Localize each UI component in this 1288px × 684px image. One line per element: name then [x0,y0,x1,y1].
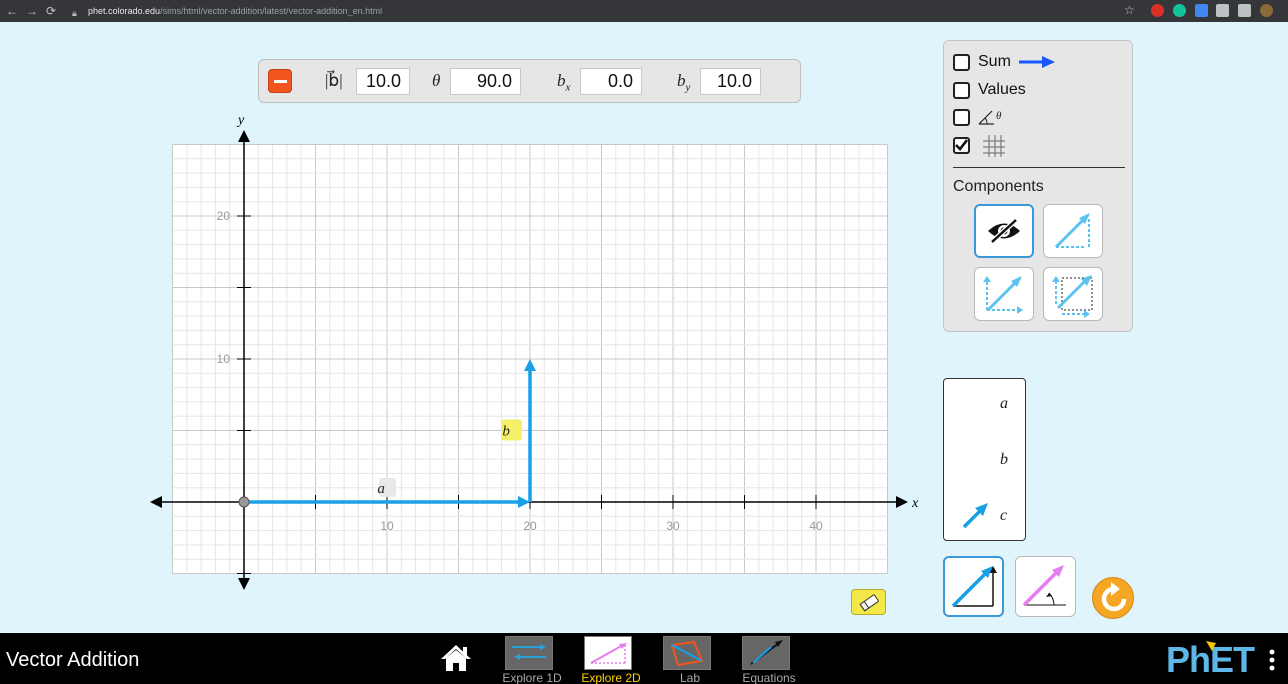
eraser-icon [859,594,879,612]
forward-icon[interactable]: → [26,4,38,18]
components-hidden-button[interactable] [974,204,1034,258]
components-triangle-button[interactable] [1043,204,1103,258]
x-tick-label: 10 [380,519,394,533]
grid-checkbox[interactable] [953,137,970,154]
home-icon [441,645,471,671]
sum-arrow-icon [1019,56,1055,68]
eraser-button[interactable] [851,589,886,615]
x-axis-label: x [911,496,919,511]
angle-icon [978,110,994,125]
back-icon[interactable]: ← [6,4,18,18]
screen-label-explore-2d: Explore 2D [581,671,641,684]
angle-label: θ [432,71,441,90]
screen-label-explore-1d: Explore 1D [502,671,562,684]
polar-vector-icon [1022,565,1066,607]
screen-lab[interactable]: Lab [655,635,725,684]
angle-field[interactable]: 90.0 [450,68,521,95]
values-label: Values [978,81,1026,98]
sum-checkbox[interactable] [953,54,970,71]
vector-b-label: b⃗ [502,424,521,440]
component-axes-icon [983,276,1023,314]
navigation-bar: Vector Addition Explore 1D Explore 2D La… [0,633,1288,684]
puzzle-extensions-icon[interactable] [1238,4,1251,17]
divider [953,167,1125,168]
magnitude-label: |b⃗| [325,71,343,90]
angles-checkbox[interactable] [953,109,970,126]
values-checkbox[interactable] [953,82,970,99]
screen-explore-2d[interactable]: Explore 2D [576,635,646,684]
url-host: phet.colorado.edu [88,6,161,16]
y-axis-label: y [236,113,245,128]
vector-toolbox: a⃗ b⃗ c⃗ [943,378,1026,541]
polar-mode-button[interactable] [1015,556,1076,617]
x-tick-label: 20 [523,519,537,533]
component-projection-icon [1052,275,1093,318]
screen-equations[interactable]: Equations [734,635,804,684]
screen-label-lab: Lab [679,671,701,684]
y-tick-label: 10 [217,352,231,366]
translate-extension-icon[interactable] [1195,4,1208,17]
by-label: by [677,71,691,94]
vector-b-head [524,359,536,371]
vector-a-slot[interactable]: a⃗ [1000,395,1021,412]
magnitude-field[interactable]: 10.0 [356,68,410,95]
phet-logo-icon: PhET [1166,639,1275,680]
vector-values-panel: |b⃗| 10.0 θ 90.0 bx 0.0 by 10.0 [258,59,801,103]
y-axis-top-arrow [238,130,250,142]
vector-a-label-bg [379,478,396,497]
home-button[interactable] [440,643,472,673]
grid-icon [983,135,1005,157]
vector-a-head [518,496,530,508]
bx-field[interactable]: 0.0 [580,68,642,95]
components-on-axis-button[interactable] [1043,267,1103,321]
checkmark-icon [955,139,968,151]
lab-thumbnail [663,636,711,670]
y-axis-bottom-arrow [238,578,250,590]
cartesian-vector-icon [951,566,997,608]
cartesian-mode-button[interactable] [943,556,1004,617]
reset-all-button[interactable] [1092,577,1134,619]
angle-theta-label: θ [996,110,1002,122]
origin-handle [238,496,250,508]
reset-icon [1101,582,1127,612]
browser-toolbar: ← → ⟳ 🔒︎ phet.colorado.edu/sims/html/vec… [0,0,1288,22]
x-axis-left-arrow [150,496,162,508]
by-field[interactable]: 10.0 [700,68,761,95]
adblock-extension-icon[interactable] [1151,4,1164,17]
url-path: /sims/html/vector-addition/latest/vector… [160,6,383,16]
x-axis-right-arrow [896,496,908,508]
equations-thumbnail [742,636,790,670]
vectors-layer: a⃗ b⃗ [238,359,536,508]
grammarly-extension-icon[interactable] [1173,4,1186,17]
profile-avatar[interactable] [1260,4,1273,17]
vector-b-slot[interactable]: b⃗ [1000,451,1021,468]
collapse-panel-button[interactable] [268,69,292,93]
vector-b-label-bg [501,419,522,441]
eye-hidden-icon [988,218,1020,244]
vector-c-arrow-icon[interactable] [962,503,990,529]
screen-explore-1d[interactable]: Explore 1D [497,635,567,684]
options-panel: Sum Values θ Components [943,40,1133,332]
sum-label: Sum [978,53,1011,70]
sim-title: Vector Addition [6,649,140,671]
component-triangle-icon [1054,213,1090,249]
reload-icon[interactable]: ⟳ [46,4,57,18]
vector-c-slot[interactable]: c⃗ [1000,507,1020,524]
bx-label: bx [557,71,571,94]
screen-label-equations: Equations [742,671,796,684]
address-bar[interactable]: phet.colorado.edu/sims/html/vector-addit… [88,5,382,17]
extension-icon[interactable] [1216,4,1229,17]
components-parallelogram-button[interactable] [974,267,1034,321]
phet-logo[interactable]: PhET [1166,639,1276,680]
explore-1d-thumbnail [505,636,553,670]
components-label: Components [953,178,1044,195]
vector-a-label: a⃗ [377,481,396,497]
y-tick-label: 20 [217,209,231,223]
lock-icon: 🔒︎ [72,8,77,18]
x-tick-label: 30 [666,519,680,533]
bookmark-star-icon[interactable]: ☆ [1124,3,1135,17]
explore-2d-thumbnail [584,636,632,670]
x-tick-label: 40 [809,519,823,533]
